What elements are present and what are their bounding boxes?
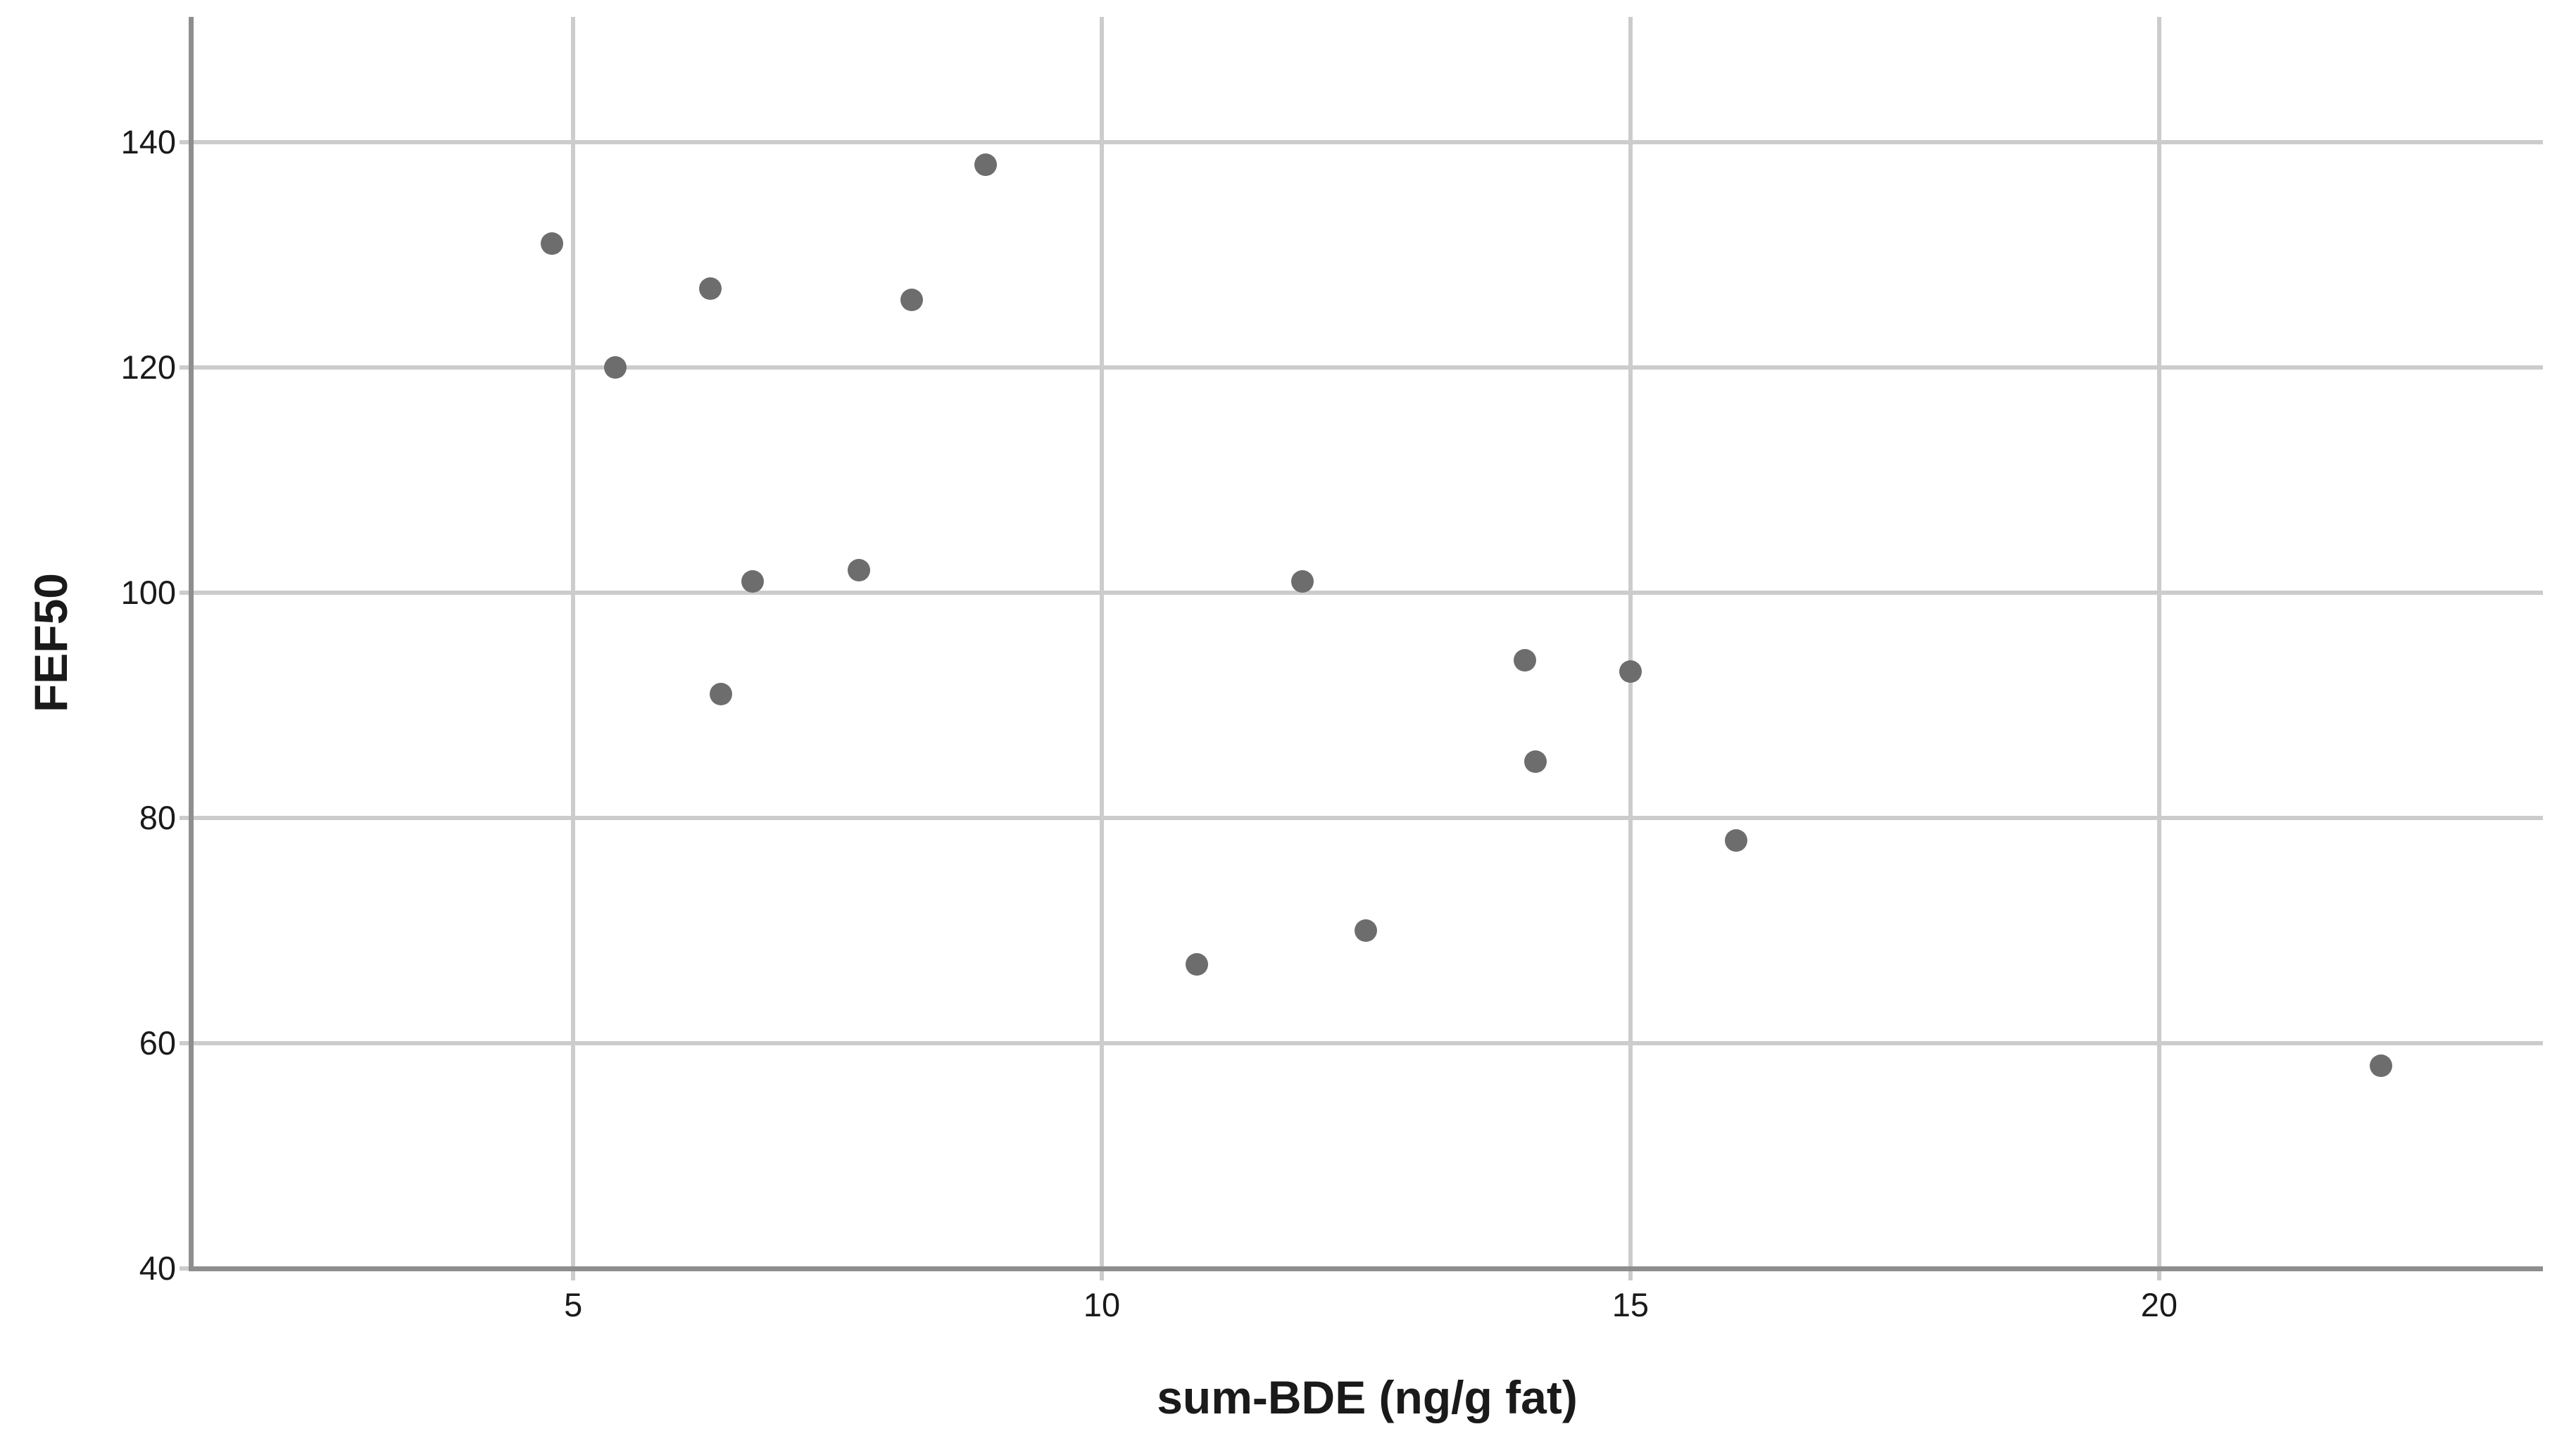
data-point-7 (900, 288, 923, 311)
x-tick-label-10: 10 (1083, 1286, 1121, 1323)
x-tick-label-15: 15 (1611, 1286, 1650, 1323)
gridline-x-5 (571, 17, 576, 1268)
gridline-y-140 (191, 139, 2543, 144)
data-point-1 (541, 232, 564, 255)
tick-x-10 (1100, 1270, 1105, 1280)
tick-x-5 (571, 1270, 576, 1280)
plot-area (191, 17, 2543, 1268)
gridline-y-100 (191, 590, 2543, 595)
x-axis-line (189, 1266, 2543, 1271)
y-tick-label-60: 60 (139, 1024, 176, 1062)
data-point-4 (710, 682, 733, 705)
data-point-12 (1513, 648, 1536, 672)
data-point-16 (2370, 1054, 2393, 1077)
tick-y-120 (180, 365, 190, 370)
data-point-2 (604, 355, 627, 379)
gridline-y-60 (191, 1040, 2543, 1045)
tick-y-40 (180, 1266, 190, 1271)
data-point-3 (699, 277, 722, 300)
tick-x-20 (2156, 1270, 2161, 1280)
data-point-6 (847, 558, 870, 581)
y-tick-label-120: 120 (120, 348, 176, 386)
data-point-9 (1186, 952, 1209, 976)
gridline-x-10 (1100, 17, 1105, 1268)
data-point-5 (741, 569, 765, 593)
x-tick-label-5: 5 (564, 1286, 583, 1323)
y-tick-label-100: 100 (120, 573, 176, 611)
tick-y-140 (180, 139, 190, 144)
data-point-14 (1619, 660, 1642, 683)
y-tick-label-140: 140 (120, 122, 176, 160)
tick-y-100 (180, 590, 190, 595)
y-tick-label-40: 40 (139, 1249, 176, 1287)
data-point-11 (1355, 919, 1378, 942)
y-tick-label-80: 80 (139, 798, 176, 836)
tick-y-80 (180, 815, 190, 820)
data-point-8 (974, 153, 997, 176)
data-point-15 (1725, 829, 1748, 852)
tick-x-15 (1628, 1270, 1633, 1280)
gridline-y-80 (191, 815, 2543, 820)
y-axis-label: FEF50 (25, 572, 77, 713)
gridline-x-20 (2156, 17, 2161, 1268)
gridline-y-120 (191, 365, 2543, 370)
data-point-13 (1523, 750, 1547, 773)
data-point-10 (1291, 569, 1314, 593)
x-axis-label: sum-BDE (ng/g fat) (1157, 1371, 1578, 1423)
x-tick-label-20: 20 (2140, 1286, 2178, 1323)
tick-y-60 (180, 1040, 190, 1045)
gridline-x-15 (1628, 17, 1633, 1268)
y-axis-line (189, 17, 194, 1271)
